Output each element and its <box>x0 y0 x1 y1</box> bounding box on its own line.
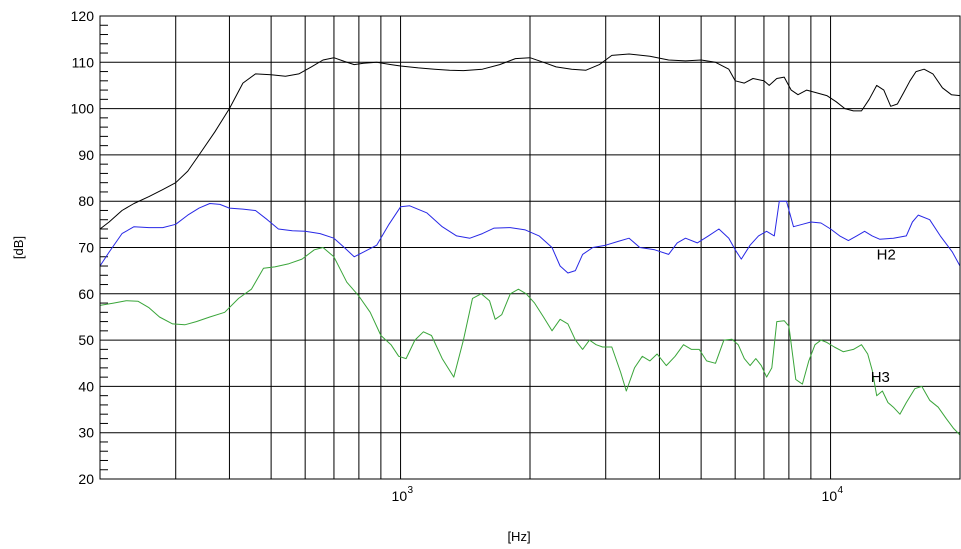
y-axis-label: [dB] <box>11 236 26 259</box>
y-tick-label: 60 <box>78 286 94 302</box>
y-tick-label: 70 <box>78 240 94 256</box>
x-tick-label: 10 4 <box>822 485 844 504</box>
y-tick-label: 40 <box>78 378 94 394</box>
x-tick-base: 10 <box>392 488 408 504</box>
x-tick-label: 10 3 <box>392 485 414 504</box>
series-line-fundamental <box>99 53 961 230</box>
x-axis-label: [Hz] <box>507 529 530 544</box>
y-tick-label: 80 <box>78 193 94 209</box>
annotation-h3: H3 <box>871 369 890 386</box>
y-tick-label: 50 <box>78 332 94 348</box>
plot-frame <box>99 15 961 480</box>
y-tick-label: 30 <box>78 425 94 441</box>
x-tick-base: 10 <box>822 488 838 504</box>
series-lines <box>99 53 961 436</box>
y-tick-label: 90 <box>78 147 94 163</box>
y-tick-label: 20 <box>78 471 94 487</box>
x-tick-exponent: 4 <box>838 485 844 496</box>
y-tick-label: 100 <box>71 101 95 117</box>
grid-lines <box>100 15 960 480</box>
y-tick-labels: 20 30 40 50 60 70 80 90 100 110 120 <box>71 8 95 487</box>
x-tick-exponent: 3 <box>408 485 414 496</box>
y-tick-label: 110 <box>72 54 95 70</box>
series-line-h3 <box>99 247 961 436</box>
x-tick-labels: 10 3 10 4 <box>392 485 844 504</box>
series-line-h2 <box>99 200 961 274</box>
y-minor-ticks <box>100 24 108 471</box>
series-annotations: H2 H3 <box>871 246 896 386</box>
y-tick-label: 120 <box>71 8 95 24</box>
annotation-h2: H2 <box>877 246 896 263</box>
